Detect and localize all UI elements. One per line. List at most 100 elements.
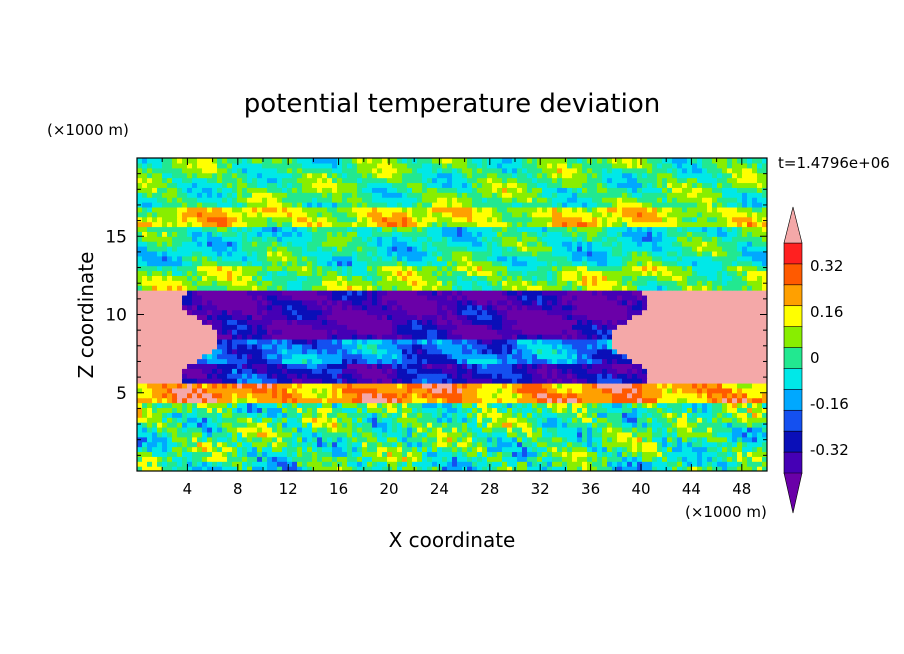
field-cell bbox=[547, 382, 553, 389]
field-cell bbox=[322, 338, 328, 345]
field-cell bbox=[722, 422, 728, 428]
field-cell bbox=[687, 387, 693, 394]
field-cell bbox=[727, 353, 733, 360]
field-cell bbox=[507, 431, 513, 438]
field-cell bbox=[492, 324, 498, 330]
field-cell bbox=[137, 461, 143, 467]
field-cell bbox=[562, 431, 568, 438]
field-cell bbox=[147, 290, 153, 296]
field-cell bbox=[272, 275, 278, 281]
field-cell bbox=[672, 309, 678, 316]
field-cell bbox=[397, 329, 403, 335]
field-cell bbox=[432, 456, 438, 462]
field-cell bbox=[647, 402, 653, 409]
field-cell bbox=[232, 422, 238, 428]
field-cell bbox=[647, 417, 653, 423]
field-cell bbox=[587, 348, 593, 355]
field-cell bbox=[192, 314, 198, 320]
field-cell bbox=[272, 329, 278, 335]
field-cell bbox=[417, 329, 423, 335]
field-cell bbox=[662, 329, 668, 335]
field-cell bbox=[177, 461, 183, 467]
field-cell bbox=[632, 392, 638, 399]
field-cell bbox=[662, 304, 668, 311]
field-cell bbox=[192, 397, 198, 404]
field-cell bbox=[192, 387, 198, 394]
field-cell bbox=[522, 368, 528, 374]
field-cell bbox=[632, 285, 638, 291]
field-cell bbox=[627, 358, 633, 365]
field-cell bbox=[577, 426, 583, 433]
field-cell bbox=[652, 353, 658, 360]
field-cell bbox=[567, 368, 573, 374]
field-cell bbox=[652, 378, 658, 384]
field-cell bbox=[387, 299, 393, 306]
field-cell bbox=[167, 382, 173, 389]
field-cell bbox=[762, 382, 767, 389]
field-cell bbox=[317, 285, 323, 291]
field-cell bbox=[167, 324, 173, 330]
field-cell bbox=[562, 456, 568, 462]
field-cell bbox=[582, 466, 588, 471]
field-cell bbox=[472, 314, 478, 320]
field-cell bbox=[517, 314, 523, 320]
field-cell bbox=[462, 382, 468, 389]
field-cell bbox=[412, 358, 418, 365]
field-cell bbox=[757, 387, 763, 394]
field-cell bbox=[362, 353, 368, 360]
field-cell bbox=[212, 451, 218, 457]
field-cell bbox=[542, 446, 548, 453]
field-cell bbox=[512, 451, 518, 457]
field-cell bbox=[612, 422, 618, 428]
field-cell bbox=[367, 343, 373, 350]
field-cell bbox=[587, 456, 593, 462]
field-cell bbox=[702, 285, 708, 291]
field-cell bbox=[677, 334, 683, 340]
field-cell bbox=[167, 417, 173, 423]
field-cell bbox=[742, 451, 748, 457]
field-cell bbox=[362, 431, 368, 438]
field-cell bbox=[757, 314, 763, 320]
field-cell bbox=[427, 461, 433, 467]
field-cell bbox=[402, 456, 408, 462]
field-cell bbox=[342, 407, 348, 413]
field-cell bbox=[552, 417, 558, 423]
field-cell bbox=[612, 348, 618, 355]
field-cell bbox=[327, 451, 333, 457]
field-cell bbox=[277, 412, 283, 418]
field-cell bbox=[187, 412, 193, 418]
field-cell bbox=[192, 382, 198, 389]
field-cell bbox=[172, 309, 178, 316]
field-cell bbox=[432, 378, 438, 384]
field-cell bbox=[357, 334, 363, 340]
field-cell bbox=[332, 280, 338, 286]
field-cell bbox=[217, 436, 223, 443]
field-cell bbox=[752, 382, 758, 389]
field-cell bbox=[637, 382, 643, 389]
field-cell bbox=[402, 358, 408, 365]
field-cell bbox=[482, 324, 488, 330]
field-cell bbox=[202, 431, 208, 438]
field-cell bbox=[137, 466, 143, 471]
field-cell bbox=[737, 329, 743, 335]
field-cell bbox=[162, 348, 168, 355]
field-cell bbox=[377, 407, 383, 413]
field-cell bbox=[357, 353, 363, 360]
field-cell bbox=[177, 319, 183, 325]
field-cell bbox=[307, 299, 313, 306]
field-cell bbox=[547, 368, 553, 374]
field-cell bbox=[637, 343, 643, 350]
field-cell bbox=[647, 290, 653, 296]
field-cell bbox=[162, 387, 168, 394]
field-cell bbox=[272, 382, 278, 389]
field-cell bbox=[322, 397, 328, 404]
field-cell bbox=[712, 387, 718, 394]
field-cell bbox=[197, 338, 203, 345]
field-cell bbox=[712, 451, 718, 457]
field-cell bbox=[757, 294, 763, 301]
field-cell bbox=[222, 275, 228, 281]
field-cell bbox=[707, 329, 713, 335]
field-cell bbox=[672, 412, 678, 418]
field-cell bbox=[222, 466, 228, 471]
field-cell bbox=[387, 382, 393, 389]
